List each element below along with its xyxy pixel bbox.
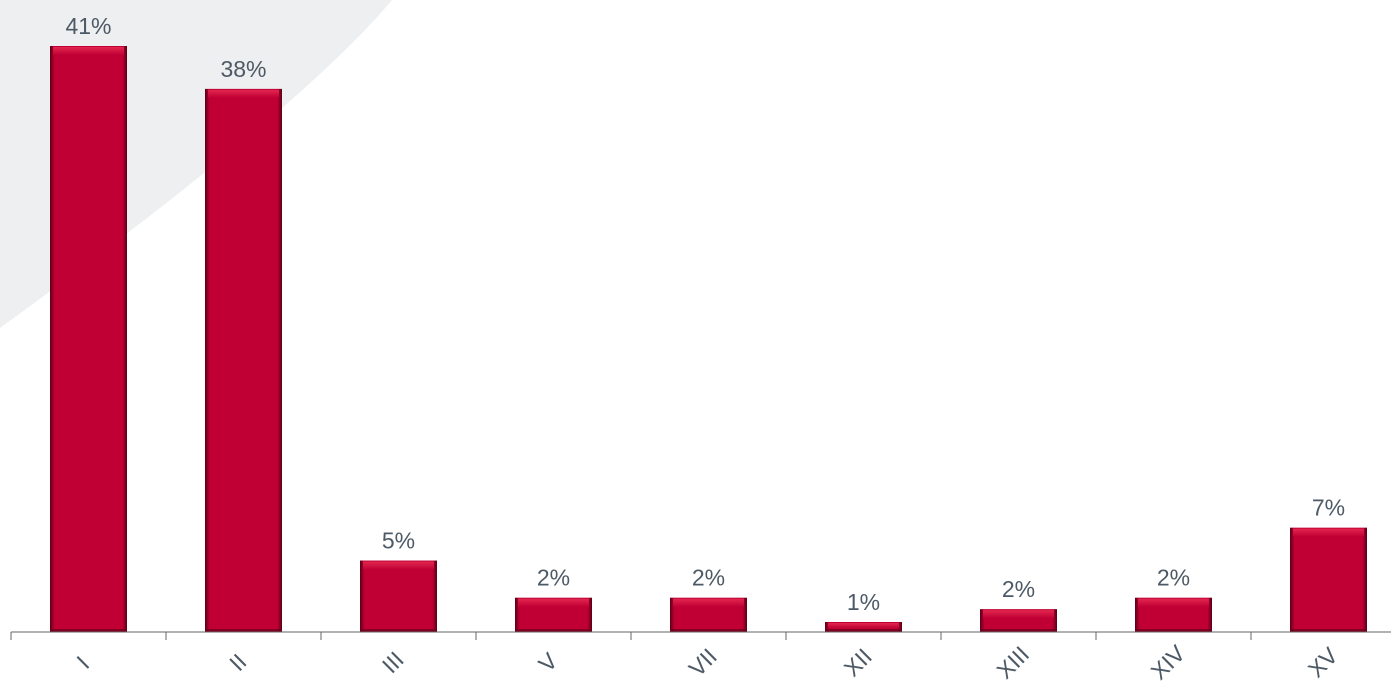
value-label: 41% bbox=[65, 13, 111, 39]
category-label: XII bbox=[839, 643, 877, 681]
value-label: 7% bbox=[1312, 495, 1345, 521]
category-label: I bbox=[71, 651, 94, 674]
bar-shadow bbox=[1137, 629, 1210, 632]
value-label: 5% bbox=[382, 528, 415, 554]
category-label: VII bbox=[684, 643, 722, 681]
bar-highlight bbox=[983, 610, 1054, 619]
value-label: 38% bbox=[220, 56, 266, 82]
value-labels-group: 41% 38% 5% 2% 2% 1% 2% 2% 7% bbox=[65, 13, 1345, 615]
bar-ii bbox=[205, 88, 282, 632]
x-axis-tick-labels: I II III V VII XII XIII XIV XV bbox=[71, 640, 1343, 685]
bar-v bbox=[515, 597, 592, 632]
bar-highlight bbox=[1293, 528, 1364, 537]
category-label: XV bbox=[1303, 642, 1344, 683]
bar-highlight bbox=[1138, 598, 1209, 607]
value-label: 2% bbox=[537, 565, 570, 591]
bar-shadow bbox=[1292, 629, 1365, 632]
bar-highlight bbox=[208, 89, 279, 98]
bar-xiv bbox=[1135, 597, 1212, 632]
category-label: XIII bbox=[991, 641, 1034, 684]
bar-xiii bbox=[980, 609, 1057, 632]
value-label: 2% bbox=[1002, 576, 1035, 602]
value-label: 2% bbox=[1157, 565, 1190, 591]
bar-body bbox=[50, 46, 127, 632]
bar-vii bbox=[670, 597, 747, 632]
bar-highlight bbox=[828, 622, 899, 628]
value-label: 2% bbox=[692, 565, 725, 591]
bar-xv bbox=[1290, 527, 1367, 632]
bar-body bbox=[360, 560, 437, 632]
bar-highlight bbox=[518, 598, 589, 607]
category-label: XIV bbox=[1146, 640, 1191, 685]
bar-shadow bbox=[362, 629, 435, 632]
bar-body bbox=[205, 88, 282, 632]
bar-shadow bbox=[52, 629, 125, 632]
bars-group bbox=[50, 46, 1367, 632]
bar-xii bbox=[825, 621, 902, 632]
bar-shadow bbox=[982, 629, 1055, 632]
bar-iii bbox=[360, 560, 437, 632]
value-label: 1% bbox=[847, 589, 880, 615]
bar-shadow bbox=[827, 629, 900, 632]
bar-body bbox=[1290, 527, 1367, 632]
category-label: III bbox=[377, 646, 409, 678]
bar-highlight bbox=[363, 561, 434, 570]
category-label: II bbox=[224, 649, 251, 676]
bar-shadow bbox=[207, 629, 280, 632]
bar-highlight bbox=[53, 47, 124, 55]
category-label: V bbox=[533, 647, 563, 677]
bar-shadow bbox=[517, 629, 590, 632]
bar-highlight bbox=[673, 598, 744, 607]
x-axis-ticks bbox=[10, 632, 1252, 640]
bar-i bbox=[50, 46, 127, 632]
bar-shadow bbox=[672, 629, 745, 632]
